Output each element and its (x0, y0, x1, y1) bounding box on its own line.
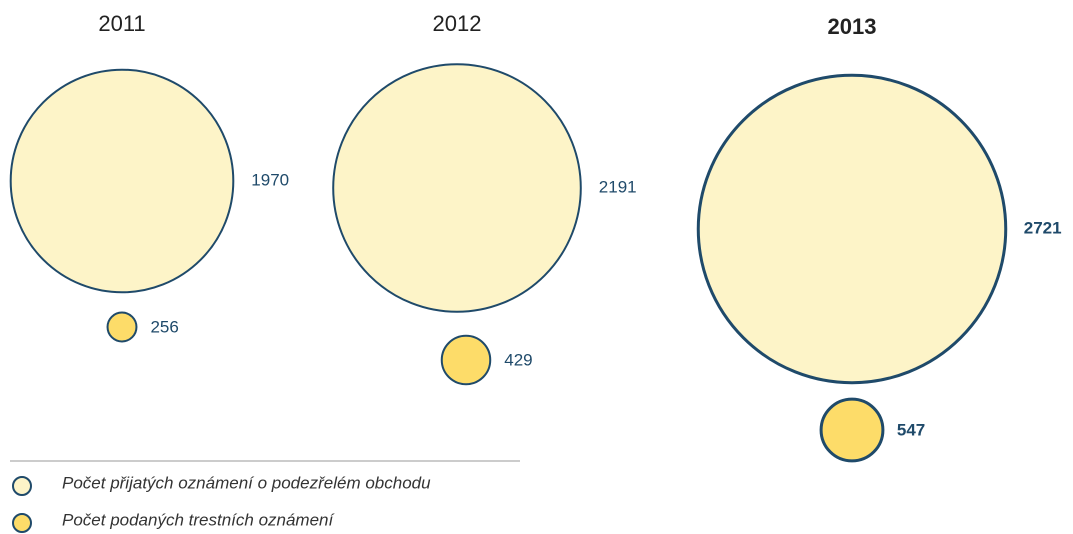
year-label: 2013 (828, 14, 877, 39)
bubble (332, 63, 582, 313)
bubble (9, 68, 235, 294)
value-label: 547 (897, 420, 925, 439)
value-label: 2721 (1024, 218, 1062, 237)
legend-swatch (12, 513, 32, 533)
bubble (440, 334, 492, 386)
year-label: 2011 (98, 11, 145, 36)
bubble (696, 73, 1008, 385)
legend-swatch (12, 476, 32, 496)
value-label: 2191 (599, 177, 637, 196)
bubble (106, 311, 138, 343)
value-label: 429 (504, 350, 532, 369)
bubble (819, 397, 885, 463)
year-label: 2012 (433, 11, 482, 36)
legend-label: Počet podaných trestních oznámení (62, 510, 335, 529)
value-label: 1970 (251, 170, 289, 189)
value-label: 256 (150, 317, 178, 336)
legend-label: Počet přijatých oznámení o podezřelém ob… (62, 473, 431, 492)
